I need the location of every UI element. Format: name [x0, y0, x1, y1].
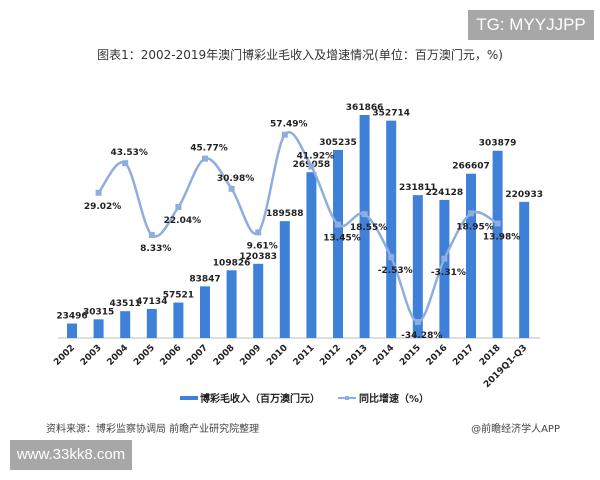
growth-label: -2.53% [378, 266, 413, 276]
bar-label: 120383 [239, 252, 277, 262]
growth-label: 30.98% [217, 174, 255, 184]
growth-label: 8.33% [140, 244, 171, 254]
growth-point [202, 155, 208, 162]
bar [120, 311, 131, 338]
growth-label: 29.02% [84, 202, 122, 212]
growth-point [468, 210, 474, 217]
growth-label: 45.77% [190, 144, 228, 154]
bar [492, 150, 503, 338]
growth-point [255, 229, 262, 236]
bar-label: 43511 [110, 299, 141, 309]
bar-label: 189588 [266, 209, 304, 219]
x-tick-label: 2014 [372, 343, 397, 368]
bar-label: 231811 [399, 183, 437, 193]
x-tick-label: 2007 [185, 343, 210, 368]
bar-label: 220933 [505, 190, 543, 200]
bar [466, 173, 476, 338]
chart-title: 图表1：2002-2019年澳门博彩业毛收入及增速情况(单位：百万澳门元，%) [97, 48, 503, 62]
x-tick-label: 2016 [425, 343, 450, 368]
growth-point [441, 255, 448, 262]
growth-point [228, 185, 235, 192]
bar-label: 305235 [319, 138, 357, 148]
growth-label: 13.98% [483, 232, 521, 242]
legend-line-marker [345, 396, 349, 400]
watermark-tg: TG: MYYJJPP [468, 10, 594, 40]
bar [67, 323, 77, 338]
growth-point [361, 211, 368, 218]
x-tick-label: 2006 [159, 343, 184, 368]
bar-label: 83847 [189, 274, 220, 284]
watermark-site: www.33kk8.com [10, 440, 132, 470]
growth-label: 18.95% [456, 222, 494, 232]
source-note: 资料来源：博彩监察协调局 前瞻产业研究院整理 [46, 424, 260, 435]
growth-label: -3.31% [431, 268, 466, 278]
bar-label: 266607 [452, 162, 490, 172]
growth-point [281, 131, 288, 138]
bar [253, 263, 264, 338]
bar [146, 308, 157, 338]
bar-label: 361866 [346, 103, 384, 113]
x-tick-label: 2002 [52, 343, 77, 368]
growth-point [388, 254, 395, 261]
x-tick-label: 2008 [212, 343, 237, 368]
growth-point [175, 204, 182, 211]
growth-point [122, 160, 129, 167]
bar [386, 120, 397, 338]
bar [306, 172, 317, 338]
growth-label: 18.55% [350, 223, 388, 233]
x-tick-label: 2012 [318, 343, 343, 368]
growth-point [95, 189, 102, 196]
growth-label: 13.45% [323, 234, 361, 244]
growth-label: 41.92% [297, 151, 335, 161]
legend-bar-label: 博彩毛收入（百万澳门元） [200, 392, 320, 405]
x-tick-label: 2011 [292, 343, 317, 368]
bar [333, 149, 343, 338]
bar [359, 115, 370, 338]
bar-label: 23496 [56, 312, 87, 322]
growth-label: 57.49% [270, 120, 308, 130]
growth-label: 22.04% [164, 216, 202, 226]
growth-line [97, 131, 499, 324]
growth-label: 43.53% [110, 148, 148, 158]
bar [439, 199, 450, 338]
x-tick-label: 2017 [451, 343, 476, 368]
x-tick-label: 2010 [265, 343, 290, 368]
bar [93, 319, 104, 338]
bar [226, 270, 237, 338]
bar-label: 352714 [372, 109, 410, 119]
growth-point [148, 232, 155, 239]
credit: @前瞻经济学人APP [471, 424, 560, 435]
bar [200, 286, 210, 338]
x-tick-label: 2015 [398, 343, 423, 368]
bar-label: 109826 [213, 258, 251, 268]
x-tick-label: 2005 [132, 343, 157, 368]
growth-label: -34.28% [401, 331, 442, 341]
bar [412, 195, 423, 338]
bar [279, 221, 290, 338]
legend-bar-swatch [180, 396, 198, 400]
x-tick-label: 2018 [478, 343, 503, 368]
bar-label: 47134 [136, 297, 167, 307]
x-tick-label: 2003 [79, 343, 104, 368]
growth-point [308, 163, 315, 170]
x-tick-label: 2004 [106, 343, 131, 368]
growth-point [335, 221, 341, 228]
bar-label: 30315 [83, 307, 114, 317]
x-tick-label: 2009 [239, 343, 264, 368]
bar-label: 224128 [426, 188, 464, 198]
bar-label: 303879 [479, 139, 517, 149]
bar [173, 302, 184, 338]
bar-label: 57521 [163, 291, 194, 301]
growth-point [494, 220, 501, 227]
legend-line-label: 同比增速（%） [359, 392, 429, 405]
x-tick-label: 2013 [345, 343, 370, 368]
growth-point [414, 318, 421, 325]
bar [519, 201, 530, 338]
growth-label: 9.61% [247, 241, 278, 251]
